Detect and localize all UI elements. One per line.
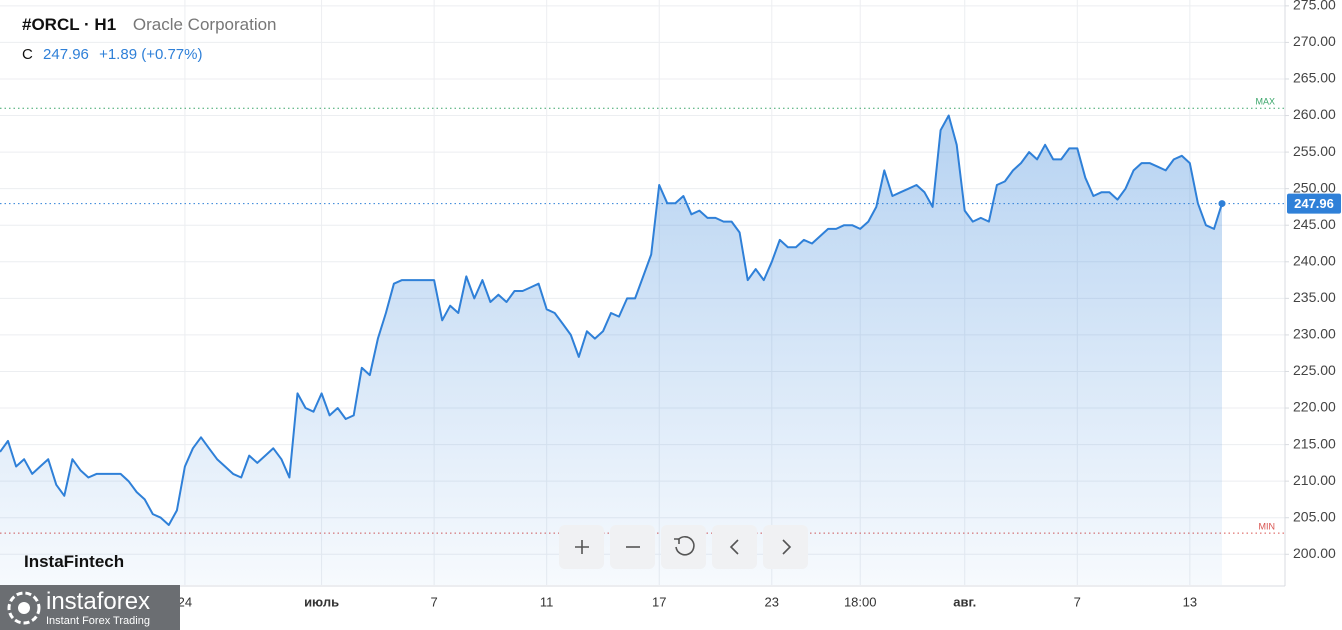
reset-icon [673,535,695,556]
y-tick-label: 215.00 [1293,435,1336,451]
y-tick-label: 250.00 [1293,179,1336,195]
minus-icon [625,546,640,548]
left-icon [729,539,739,555]
price-line [0,114,1223,526]
y-tick-label: 235.00 [1293,289,1336,305]
x-tick-label: 18:00 [844,594,877,609]
y-tick-label: 210.00 [1293,472,1336,488]
x-tick-label: 7 [1074,594,1081,609]
logo-tagline: Instant Forex Trading [46,615,150,627]
scroll-right-button[interactable] [763,525,808,569]
y-tick-label: 220.00 [1293,399,1336,415]
y-tick-label: 270.00 [1293,33,1336,49]
y-tick-label: 260.00 [1293,106,1336,122]
y-tick-label: 240.00 [1293,252,1336,268]
y-tick-label: 225.00 [1293,362,1336,378]
area-fill [0,115,1222,585]
right-icon [781,539,791,555]
last-point [1218,200,1226,208]
y-tick-label: 245.00 [1293,216,1336,232]
y-tick-label: 275.00 [1293,0,1336,13]
header-line: #ORCL · H1 Oracle Corporation [22,15,277,35]
x-tick-label: авг. [953,594,976,609]
min-label: MIN [1259,521,1276,531]
zoom-in-button[interactable] [559,525,604,569]
x-tick-label: 7 [431,594,438,609]
close-label: C [22,46,33,63]
change: +1.89 (+0.77%) [99,46,203,63]
close-value: 247.96 [43,46,89,63]
y-tick-label: 265.00 [1293,70,1336,86]
y-tick-label: 205.00 [1293,508,1336,524]
logo-text: instaforex [46,588,151,615]
x-tick-label: 11 [540,594,554,609]
x-tick-label: 23 [765,594,779,609]
logo-icon [7,591,41,625]
x-tick-label: 13 [1183,594,1197,609]
symbol: #ORCL · H1 [22,15,117,34]
zoom-out-button[interactable] [610,525,655,569]
quote-line: C 247.96 +1.89 (+0.77%) [22,46,202,63]
x-tick-label: 24 [178,594,192,609]
x-tick-label: 17 [652,594,666,609]
reset-button[interactable] [661,525,706,569]
y-tick-label: 230.00 [1293,326,1336,342]
scroll-left-button[interactable] [712,525,757,569]
x-tick-label: июль [304,594,339,609]
last-price-label: 247.96 [1294,196,1334,211]
watermark: InstaFintech [24,552,125,571]
last-price-box [1287,193,1341,214]
y-tick-label: 255.00 [1293,143,1336,159]
logo[interactable]: instaforex Instant Forex Trading [0,585,180,630]
instrument-name: Oracle Corporation [132,15,277,34]
plus-icon [574,540,589,554]
toolbar [559,525,808,569]
y-tick-label: 200.00 [1293,545,1336,561]
max-label: MAX [1255,97,1275,107]
